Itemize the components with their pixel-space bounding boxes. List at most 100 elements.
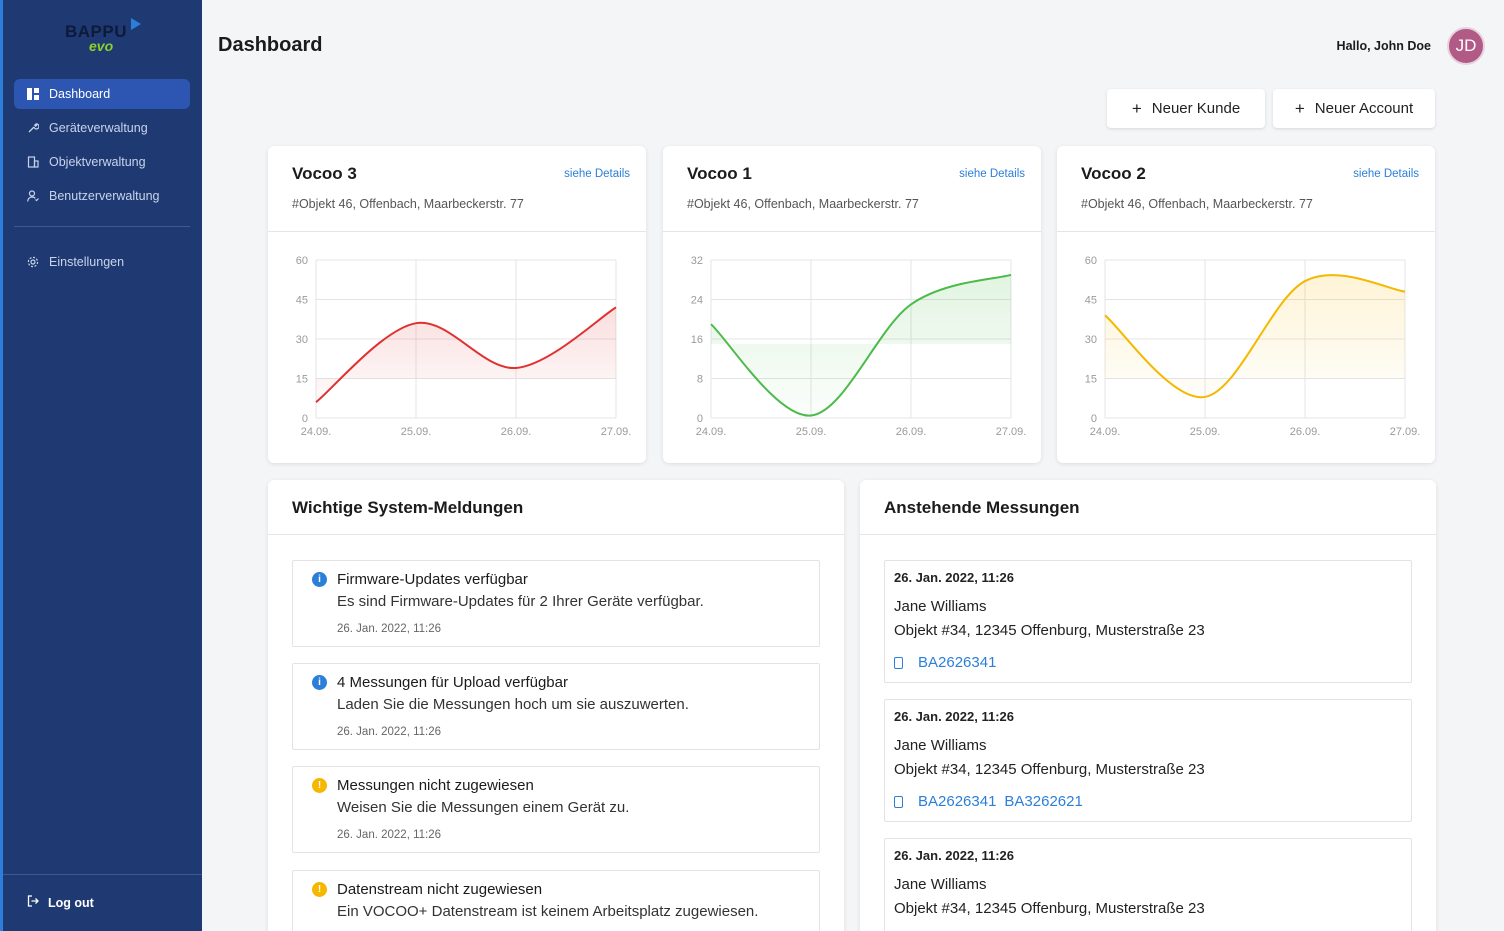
measurement-date: 26. Jan. 2022, 11:26 bbox=[894, 570, 1014, 585]
device-icon bbox=[894, 795, 903, 808]
sidebar-item-einstellungen[interactable]: Einstellungen bbox=[14, 247, 190, 277]
x-tick-label: 25.09. bbox=[796, 426, 827, 438]
message-item[interactable]: ! Datenstream nicht zugewiesen Ein VOCOO… bbox=[292, 870, 820, 931]
x-tick-label: 27.09. bbox=[996, 426, 1027, 438]
line-chart: 0 8 16 24 32 24.09. 25.09. 26.09. 27.09. bbox=[691, 255, 1027, 438]
y-tick-label: 15 bbox=[296, 374, 308, 386]
gear-icon bbox=[26, 255, 40, 269]
sidebar: BAPPU evo Dashboard Geräteverwaltung Obj… bbox=[0, 0, 202, 931]
sidebar-divider bbox=[14, 226, 190, 227]
measurement-item[interactable]: 26. Jan. 2022, 11:26 Jane Williams Objek… bbox=[884, 838, 1412, 931]
line-chart: 0 15 30 45 60 24.09. 25.09. 26.09. 27.09. bbox=[296, 255, 632, 438]
new-account-label: Neuer Account bbox=[1314, 100, 1414, 117]
x-tick-label: 27.09. bbox=[601, 426, 632, 438]
app-logo[interactable]: BAPPU evo bbox=[65, 18, 145, 58]
measurement-item[interactable]: 26. Jan. 2022, 11:26 Jane Williams Objek… bbox=[884, 560, 1412, 683]
x-tick-label: 25.09. bbox=[401, 426, 432, 438]
new-customer-button[interactable]: + Neuer Kunde bbox=[1107, 89, 1265, 128]
device-card: Vocoo 2 siehe Details #Objekt 46, Offenb… bbox=[1057, 146, 1435, 463]
device-link[interactable]: BA3262621 bbox=[1004, 793, 1083, 810]
x-tick-label: 26.09. bbox=[1290, 426, 1321, 438]
info-icon: i bbox=[312, 572, 327, 587]
building-icon bbox=[26, 155, 40, 169]
y-tick-label: 32 bbox=[691, 255, 703, 267]
sidebar-item-label: Dashboard bbox=[49, 87, 111, 101]
details-link[interactable]: siehe Details bbox=[564, 168, 630, 180]
sidebar-item-label: Einstellungen bbox=[49, 255, 125, 269]
sidebar-item-label: Benutzerverwaltung bbox=[49, 189, 160, 203]
sidebar-item-geraeteverwaltung[interactable]: Geräteverwaltung bbox=[14, 113, 190, 143]
card-divider bbox=[663, 231, 1041, 232]
new-customer-label: Neuer Kunde bbox=[1151, 100, 1241, 117]
x-tick-label: 26.09. bbox=[896, 426, 927, 438]
logout-icon bbox=[27, 895, 39, 910]
logo-text: BAPPU bbox=[65, 22, 128, 41]
message-item[interactable]: i 4 Messungen für Upload verfügbar Laden… bbox=[292, 663, 820, 750]
y-tick-label: 60 bbox=[1085, 255, 1097, 267]
message-date: 26. Jan. 2022, 11:26 bbox=[337, 726, 442, 738]
details-link[interactable]: siehe Details bbox=[959, 168, 1025, 180]
details-link[interactable]: siehe Details bbox=[1353, 168, 1419, 180]
dashboard-icon bbox=[26, 87, 40, 101]
message-item[interactable]: i Firmware-Updates verfügbar Es sind Fir… bbox=[292, 560, 820, 647]
measurement-customer: Jane Williams bbox=[894, 876, 987, 893]
measurement-devices: BA2626341 bbox=[894, 654, 1004, 671]
y-tick-label: 0 bbox=[697, 413, 703, 425]
sidebar-item-label: Geräteverwaltung bbox=[49, 121, 148, 135]
message-text: Es sind Firmware-Updates für 2 Ihrer Ger… bbox=[337, 593, 704, 610]
logout-button[interactable]: Log out bbox=[27, 895, 94, 910]
device-link[interactable]: BA2626341 bbox=[918, 654, 997, 671]
device-icon bbox=[894, 656, 903, 669]
measurement-object: Objekt #34, 12345 Offenburg, Musterstraß… bbox=[894, 900, 1205, 917]
y-tick-label: 45 bbox=[296, 295, 308, 307]
card-divider bbox=[1057, 231, 1435, 232]
panel-divider bbox=[860, 534, 1436, 535]
new-account-button[interactable]: + Neuer Account bbox=[1273, 89, 1435, 128]
system-messages-panel: Wichtige System-Meldungen i Firmware-Upd… bbox=[268, 480, 844, 931]
message-date: 26. Jan. 2022, 11:26 bbox=[337, 829, 442, 841]
sidebar-item-dashboard[interactable]: Dashboard bbox=[14, 79, 190, 109]
message-title: Datenstream nicht zugewiesen bbox=[337, 881, 543, 898]
series-line bbox=[710, 273, 1012, 417]
line-chart: 0 15 30 45 60 24.09. 25.09. 26.09. 27.09. bbox=[1085, 255, 1421, 438]
message-text: Ein VOCOO+ Datenstream ist keinem Arbeit… bbox=[337, 903, 759, 920]
info-icon: i bbox=[312, 675, 327, 690]
series-area bbox=[711, 274, 1011, 416]
avatar[interactable]: JD bbox=[1447, 27, 1485, 65]
x-tick-label: 26.09. bbox=[501, 426, 532, 438]
x-tick-label: 25.09. bbox=[1190, 426, 1221, 438]
sidebar-item-objektverwaltung[interactable]: Objektverwaltung bbox=[14, 147, 190, 177]
device-link[interactable]: BA2626341 bbox=[918, 793, 997, 810]
y-tick-label: 0 bbox=[1091, 413, 1097, 425]
y-tick-label: 30 bbox=[296, 334, 308, 346]
y-tick-label: 45 bbox=[1085, 295, 1097, 307]
series-line bbox=[315, 306, 617, 403]
sidebar-item-benutzerverwaltung[interactable]: Benutzerverwaltung bbox=[14, 181, 190, 211]
message-text: Weisen Sie die Messungen einem Gerät zu. bbox=[337, 799, 630, 816]
message-item[interactable]: ! Messungen nicht zugewiesen Weisen Sie … bbox=[292, 766, 820, 853]
x-tick-label: 24.09. bbox=[1090, 426, 1121, 438]
series-line bbox=[1104, 274, 1406, 398]
series-area bbox=[1105, 275, 1405, 398]
device-card-title: Vocoo 1 bbox=[687, 164, 752, 183]
measurement-customer: Jane Williams bbox=[894, 737, 987, 754]
measurement-customer: Jane Williams bbox=[894, 598, 987, 615]
plus-icon: + bbox=[1131, 98, 1142, 118]
message-text: Laden Sie die Messungen hoch um sie ausz… bbox=[337, 696, 689, 713]
device-card-title: Vocoo 2 bbox=[1081, 164, 1146, 183]
sidebar-bottom-divider bbox=[3, 874, 202, 875]
sidebar-item-label: Objektverwaltung bbox=[49, 155, 146, 169]
card-divider bbox=[268, 231, 646, 232]
measurement-date: 26. Jan. 2022, 11:26 bbox=[894, 848, 1014, 863]
device-card-title: Vocoo 3 bbox=[292, 164, 357, 183]
page-title: Dashboard bbox=[218, 34, 323, 56]
measurement-item[interactable]: 26. Jan. 2022, 11:26 Jane Williams Objek… bbox=[884, 699, 1412, 822]
device-card-subtitle: #Objekt 46, Offenbach, Maarbeckerstr. 77 bbox=[1081, 197, 1313, 211]
pending-measurements-panel: Anstehende Messungen 26. Jan. 2022, 11:2… bbox=[860, 480, 1436, 931]
y-tick-label: 60 bbox=[296, 255, 308, 267]
measurement-object: Objekt #34, 12345 Offenburg, Musterstraß… bbox=[894, 761, 1205, 778]
y-tick-label: 16 bbox=[691, 334, 703, 346]
panel-title: Wichtige System-Meldungen bbox=[292, 498, 524, 517]
plus-icon: + bbox=[1294, 98, 1305, 118]
warning-icon: ! bbox=[312, 882, 327, 897]
